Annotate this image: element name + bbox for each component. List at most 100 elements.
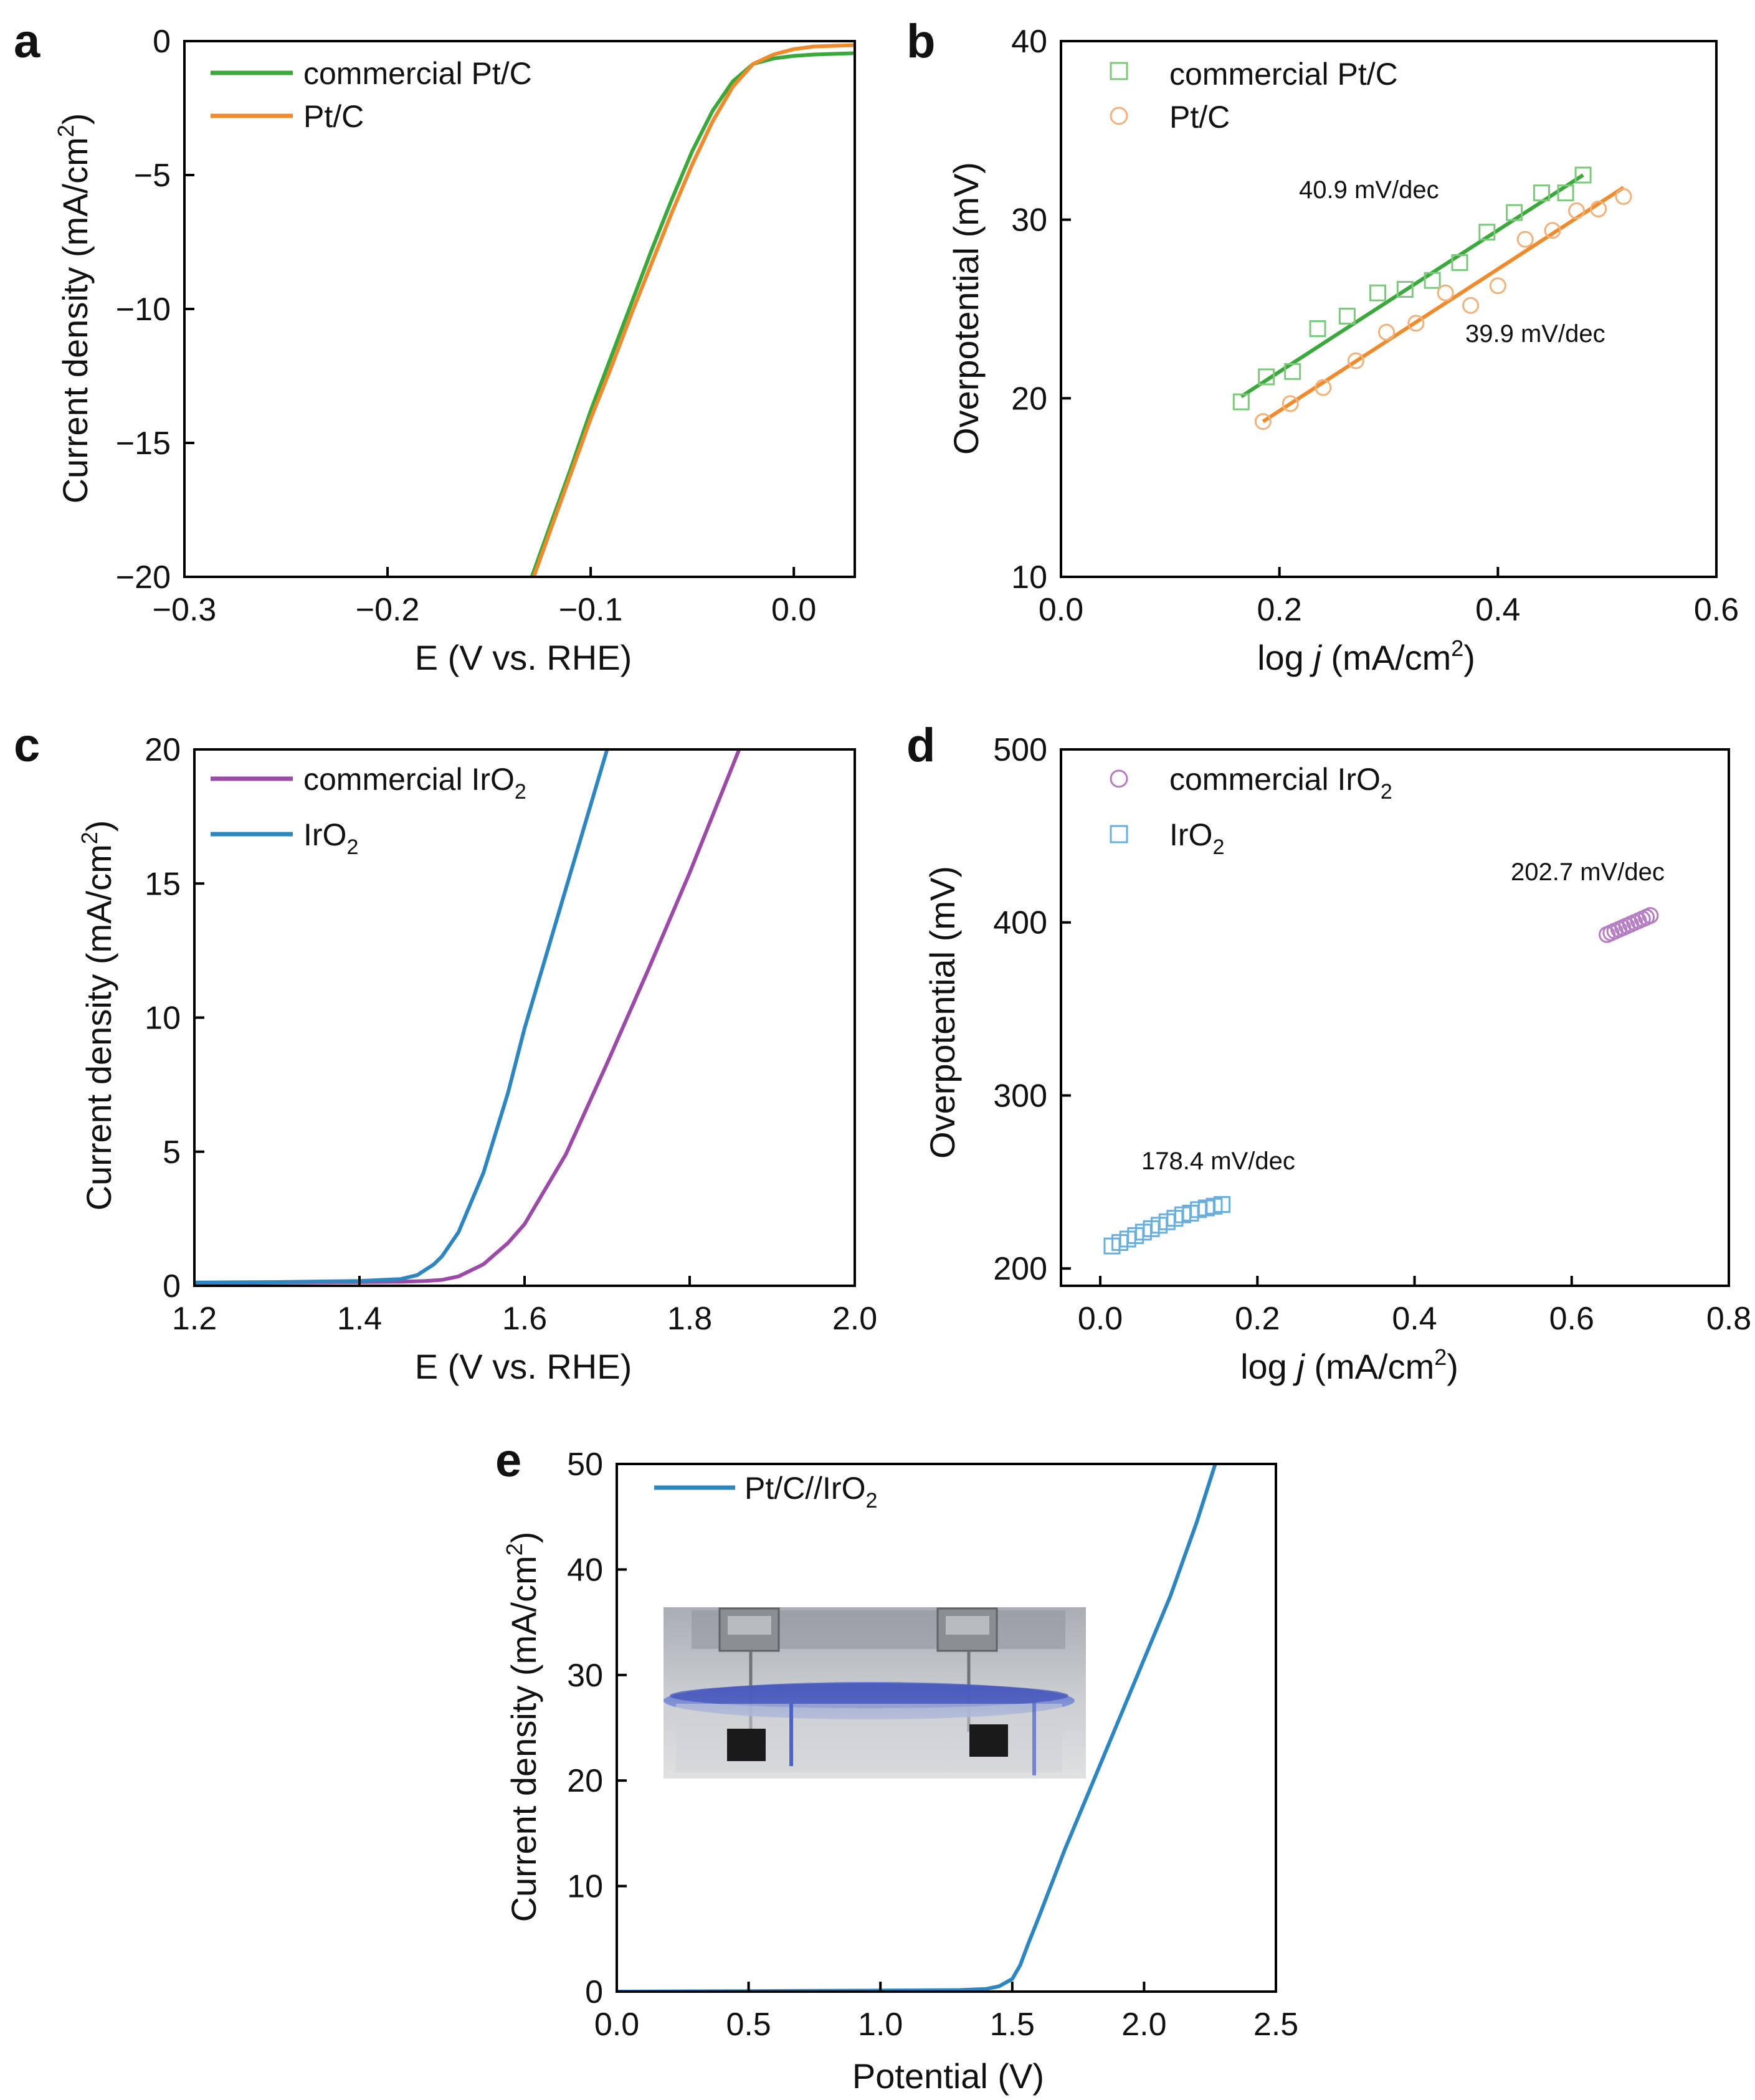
a-xtick-label: 0.0 xyxy=(771,592,816,628)
panel-d-legend-label-1: commercial IrO2 xyxy=(1169,762,1392,804)
c-ytick-label: 20 xyxy=(145,732,181,768)
b-xtick-label: 0.0 xyxy=(1039,592,1083,628)
catalyst-right xyxy=(969,1724,1008,1757)
d-point xyxy=(1642,907,1659,924)
b-point xyxy=(1315,379,1332,396)
b-ytick-label: 30 xyxy=(1011,202,1047,239)
b-series-2 xyxy=(1254,186,1632,430)
b-point xyxy=(1347,352,1364,369)
b-point xyxy=(1544,222,1561,239)
e-ytick-label: 0 xyxy=(585,1974,603,2010)
b-point xyxy=(1424,272,1441,289)
panel-b-ylabel: Overpotential (mV) xyxy=(946,162,986,455)
panel-letter-a: a xyxy=(14,15,40,68)
panel-a-legend-label-1: commercial Pt/C xyxy=(303,56,532,91)
d-ytick-label: 400 xyxy=(993,905,1047,941)
e-series-1 xyxy=(617,1464,1217,1992)
panel-c: 1.2 1.4 1.6 1.8 2.0 0 5 10 15 20 xyxy=(145,732,877,1337)
b-point xyxy=(1254,413,1272,430)
panel-c-legend-label-1: commercial IrO2 xyxy=(303,762,526,804)
e-xtick-label: 2.5 xyxy=(1253,2007,1298,2043)
panel-d-ylabel: Overpotential (mV) xyxy=(923,866,962,1159)
panel-b-annotation-2: 39.9 mV/dec xyxy=(1465,320,1605,348)
b-point xyxy=(1568,202,1586,219)
b-point xyxy=(1407,315,1425,332)
d-ytick-label: 300 xyxy=(993,1078,1047,1114)
b-point xyxy=(1615,188,1632,205)
e-xtick-label: 1.0 xyxy=(858,2007,903,2043)
d-ytick-label: 500 xyxy=(993,732,1047,768)
d-point xyxy=(1214,1195,1231,1213)
b-point xyxy=(1478,224,1496,241)
panel-e: 0.0 0.5 1.0 1.5 2.0 2.5 0 10 20 30 40 50 xyxy=(567,1447,1298,2043)
e-axes-frame xyxy=(616,1463,1277,1993)
c-xtick-label: 2.0 xyxy=(832,1301,877,1337)
b-point xyxy=(1533,184,1550,202)
panel-b: 0.0 0.2 0.4 0.6 10 20 30 40 xyxy=(1011,24,1739,628)
panel-c-ylabel: Current density (mA/cm2) xyxy=(77,820,118,1211)
c-ytick-label: 0 xyxy=(163,1268,181,1304)
d-xtick-label: 0.6 xyxy=(1549,1301,1594,1337)
a-ytick-label: −15 xyxy=(116,425,171,462)
b-point xyxy=(1590,200,1607,217)
panel-d-legend-marker-2 xyxy=(1110,825,1128,843)
panel-c-xlabel: E (V vs. RHE) xyxy=(415,1347,632,1386)
a-series-line-2 xyxy=(531,43,855,577)
c-ytick-label: 5 xyxy=(163,1134,181,1171)
panel-b-legend-label-1: commercial Pt/C xyxy=(1169,57,1398,92)
b-point xyxy=(1557,184,1574,202)
e-xtick-label: 0.0 xyxy=(594,2007,639,2043)
c-ytick-label: 10 xyxy=(145,1000,181,1037)
panel-b-annotation-1: 40.9 mV/dec xyxy=(1299,176,1439,204)
panel-letter-b: b xyxy=(906,15,935,68)
panel-letter-e: e xyxy=(495,1434,521,1487)
b-fit-line-2 xyxy=(1262,186,1625,424)
e-ytick-label: 20 xyxy=(567,1763,603,1799)
d-axes-frame xyxy=(1060,748,1730,1287)
b-point xyxy=(1437,284,1454,302)
b-point xyxy=(1396,280,1414,298)
panel-c-legend-label-2: IrO2 xyxy=(303,817,358,859)
d-series-2 xyxy=(1103,1195,1231,1255)
b-ytick-label: 10 xyxy=(1011,559,1047,596)
c-ytick-label: 15 xyxy=(145,866,181,902)
e-ytick-label: 50 xyxy=(567,1447,603,1483)
panel-b-legend-marker-2 xyxy=(1110,107,1128,125)
panel-a-legend-label-2: Pt/C xyxy=(303,99,364,134)
e-ytick-label: 30 xyxy=(567,1658,603,1694)
panel-d: 0.0 0.2 0.4 0.6 0.8 200 300 400 500 xyxy=(993,732,1751,1337)
b-point xyxy=(1516,230,1534,248)
d-xtick-label: 0.2 xyxy=(1235,1301,1280,1337)
panel-e-xlabel: Potential (V) xyxy=(852,2056,1044,2096)
b-point xyxy=(1451,254,1468,271)
panel-b-legend-marker-1 xyxy=(1110,62,1128,80)
b-point xyxy=(1258,368,1275,386)
electrolysis-photo-inset xyxy=(663,1607,1086,1779)
e-xtick-label: 1.5 xyxy=(990,2007,1035,2043)
b-point xyxy=(1462,297,1479,314)
panel-letter-c: c xyxy=(14,719,40,772)
d-xtick-label: 0.8 xyxy=(1706,1301,1751,1337)
b-point xyxy=(1369,284,1386,302)
b-axes-frame xyxy=(1060,40,1718,578)
b-point xyxy=(1232,393,1250,411)
panel-a-xlabel: E (V vs. RHE) xyxy=(415,638,632,677)
d-series-1 xyxy=(1599,907,1659,943)
panel-d-annotation-1: 202.7 mV/dec xyxy=(1511,858,1665,886)
a-series-2 xyxy=(531,43,855,577)
e-xtick-label: 2.0 xyxy=(1121,2007,1166,2043)
b-series-1 xyxy=(1232,166,1592,411)
b-point xyxy=(1284,363,1301,380)
panel-a-ylabel: Current density (mA/cm2) xyxy=(53,113,95,504)
a-series-1 xyxy=(530,51,855,577)
d-xtick-label: 0.0 xyxy=(1078,1301,1123,1337)
b-point xyxy=(1338,307,1356,325)
c-xtick-label: 1.6 xyxy=(502,1301,547,1337)
b-point xyxy=(1282,395,1299,412)
a-xtick-label: −0.1 xyxy=(559,592,623,628)
b-ytick-label: 20 xyxy=(1011,381,1047,417)
panel-b-xlabel: log j (mA/cm2) xyxy=(1257,635,1475,677)
a-xtick-label: −0.3 xyxy=(153,592,217,628)
a-xtick-label: −0.2 xyxy=(356,592,420,628)
